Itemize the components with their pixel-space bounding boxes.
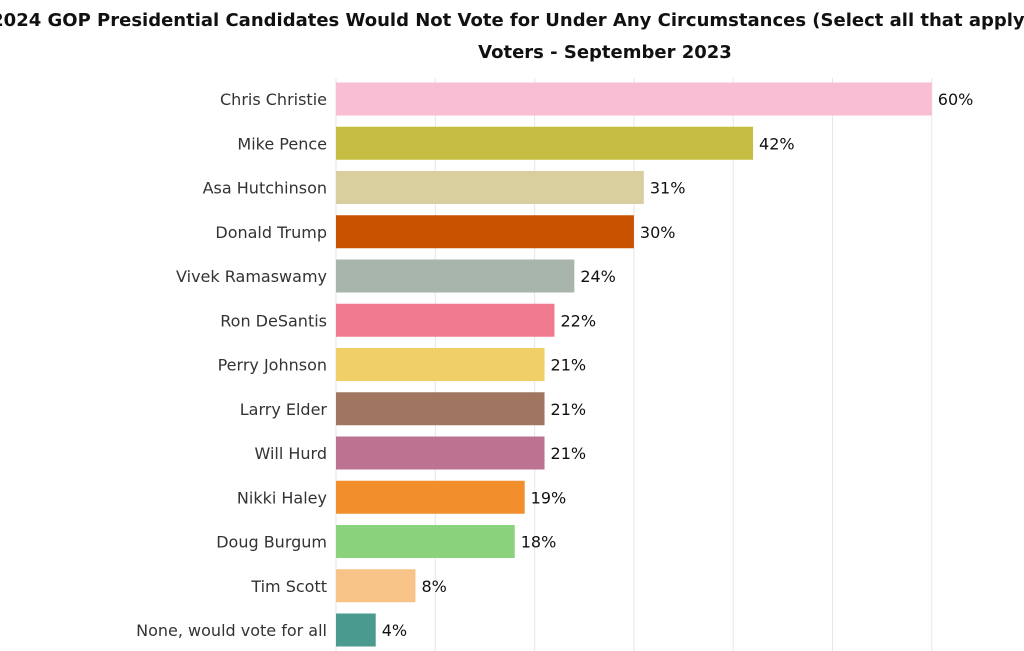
bar: [336, 171, 644, 204]
category-label: Vivek Ramaswamy: [176, 267, 327, 286]
category-label: Chris Christie: [220, 90, 327, 109]
bar: [336, 525, 515, 558]
value-label: 42%: [759, 134, 795, 153]
category-label: Tim Scott: [250, 577, 327, 596]
value-label: 21%: [551, 356, 587, 375]
value-label: 60%: [938, 90, 974, 109]
category-label: Mike Pence: [237, 134, 327, 153]
category-label: Ron DeSantis: [220, 311, 327, 330]
value-label: 4%: [382, 621, 407, 640]
category-label: Doug Burgum: [216, 533, 327, 552]
bar: [336, 613, 376, 647]
category-label: Will Hurd: [254, 444, 327, 463]
value-label: 21%: [551, 444, 587, 463]
category-labels: Chris Christie Mike Pence Asa Hutchinson Do…: [136, 90, 327, 640]
category-label: Donald Trump: [215, 223, 327, 242]
bar: [336, 303, 555, 337]
bar: [336, 392, 545, 426]
bar: [336, 348, 545, 381]
value-label: 24%: [580, 267, 616, 286]
bar: [336, 126, 754, 160]
chart-subtitle: Voters - September 2023: [478, 42, 732, 63]
bar: [336, 215, 634, 249]
bar: [336, 569, 416, 603]
category-label: None, would vote for all: [136, 621, 327, 640]
value-labels: 60% 42% 31% 30% 24% 22% 21% 21% 21% 19% 18% 8% 4%: [382, 90, 974, 640]
bar: [336, 259, 575, 293]
value-label: 8%: [421, 577, 446, 596]
category-label: Nikki Haley: [237, 488, 327, 507]
value-label: 30%: [640, 223, 676, 242]
category-label: Larry Elder: [240, 400, 328, 419]
bar: [336, 436, 545, 470]
value-label: 19%: [531, 488, 567, 507]
value-label: 18%: [521, 533, 557, 552]
category-label: Perry Johnson: [218, 356, 327, 375]
bars: [336, 82, 932, 647]
value-label: 22%: [560, 311, 596, 330]
value-label: 31%: [650, 179, 686, 198]
chart-title: 2024 GOP Presidential Candidates Would N…: [0, 10, 1024, 31]
category-label: Asa Hutchinson: [203, 179, 327, 198]
value-label: 21%: [551, 400, 587, 419]
bar: [336, 82, 932, 116]
bar: [336, 480, 525, 514]
